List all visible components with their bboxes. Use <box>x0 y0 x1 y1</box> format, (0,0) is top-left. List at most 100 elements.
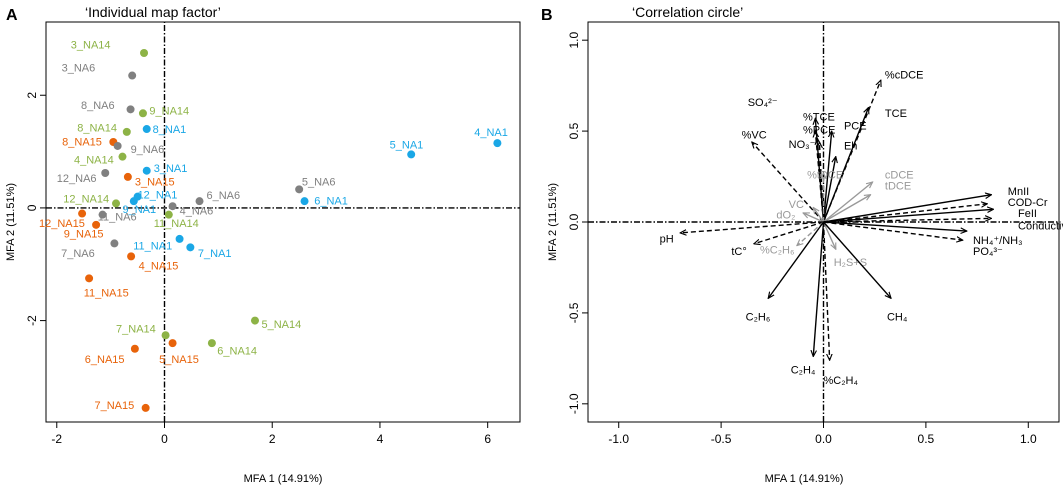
b-vector-arrow <box>822 221 892 298</box>
b-xtick-label: 1.0 <box>1020 432 1037 446</box>
a-point <box>122 127 131 136</box>
a-point-label: 8_NA1 <box>153 124 187 136</box>
b-vector-label: Eh <box>844 141 857 153</box>
a-xtick-label: 0 <box>161 432 168 446</box>
a-point <box>142 125 151 134</box>
a-point-label: 12_NA15 <box>39 218 85 230</box>
panel-a-label: A <box>6 7 18 24</box>
b-vector-label: %C₂H₆ <box>760 244 794 256</box>
b-vector-label: SO₄²⁻ <box>748 97 778 109</box>
panel-b: B ‘Correlation circle’ -1.0 -0.5 0.0 0.5 1.0… <box>541 4 1063 485</box>
a-point <box>78 209 87 218</box>
a-point <box>129 197 138 206</box>
a-point-label: 4_NA15 <box>139 260 179 272</box>
a-point-label: 6_NA1 <box>314 196 348 208</box>
a-point <box>123 172 132 181</box>
a-point-label: 9_NA6 <box>131 144 165 156</box>
a-point <box>130 344 139 353</box>
a-point <box>85 274 94 283</box>
b-vector-label: tDCE <box>885 181 911 193</box>
b-vector-label: NH₄⁺/NH₃ <box>973 235 1023 247</box>
b-xtick-label: 0.5 <box>918 432 935 446</box>
b-vector-label: TCE <box>885 108 907 120</box>
a-point <box>207 339 216 348</box>
b-vector-label: tC° <box>731 246 746 258</box>
a-point <box>168 202 177 211</box>
b-ytick-label: -0.5 <box>567 302 581 323</box>
a-ytick-label: 0 <box>25 204 39 211</box>
b-vector-label: H₂S+S <box>834 257 867 269</box>
b-vector-label: CH₄ <box>887 312 908 324</box>
a-point-label: 5_NA15 <box>159 354 199 366</box>
b-vector-label: C₂H₄ <box>791 364 816 376</box>
b-vector-label: Conductivity <box>1018 221 1063 233</box>
b-vector-arrow <box>823 209 994 223</box>
b-vector-arrow <box>822 221 837 249</box>
b-ytick-label: 0.0 <box>567 213 581 230</box>
b-vector-arrow <box>823 195 871 223</box>
b-xtick-label: -0.5 <box>711 432 732 446</box>
a-ytick-label: 2 <box>25 92 39 99</box>
a-point-label: 6_NA14 <box>217 345 257 357</box>
b-vector-label: %VC <box>742 130 767 142</box>
b-ytick-label: 0.5 <box>567 122 581 139</box>
b-vector-arrow <box>768 221 825 298</box>
a-point <box>142 166 151 175</box>
a-point-label: 11_NA6 <box>98 211 137 223</box>
a-point <box>195 197 204 206</box>
a-point <box>493 139 502 148</box>
b-vector-arrow <box>813 221 825 357</box>
b-vector-label: %cDCE <box>885 70 924 82</box>
b-vector-label: %PCE <box>803 124 835 136</box>
b-xtick-label: -1.0 <box>608 432 629 446</box>
a-point-label: 9_NA15 <box>64 228 104 240</box>
b-vector-arrow <box>822 131 832 223</box>
a-xtick-label: 4 <box>377 432 384 446</box>
b-vector-label: %C₂H₄ <box>824 375 859 387</box>
a-point <box>250 316 259 325</box>
panel-a-ylabel: MFA 2 (11.51%) <box>5 183 17 261</box>
b-ytick-label: -1.0 <box>567 393 581 414</box>
a-point-label: 7_NA6 <box>61 248 95 260</box>
a-point <box>98 210 107 219</box>
b-vector-arrow <box>752 142 825 223</box>
b-vector-arrow <box>754 221 824 244</box>
b-vector-label: PCE <box>844 121 867 133</box>
a-point-label: 4_NA1 <box>474 127 508 139</box>
b-vector-label: C₂H₆ <box>746 312 771 324</box>
b-vector-label: pH <box>660 233 674 245</box>
a-point-label: 5_NA1 <box>390 139 424 151</box>
a-xtick-label: 6 <box>484 432 491 446</box>
a-point <box>112 199 121 208</box>
a-point <box>110 239 119 248</box>
a-point-label: 3_NA15 <box>135 176 175 188</box>
a-point <box>141 403 150 412</box>
panel-b-title: ‘Correlation circle’ <box>632 4 743 20</box>
a-point-label: 6_NA6 <box>207 190 241 202</box>
a-point-label: 3_NA14 <box>71 40 111 52</box>
a-point <box>168 339 177 348</box>
a-point-label: 7_NA14 <box>116 323 156 335</box>
panel-b-xlabel: MFA 1 (14.91%) <box>765 473 844 485</box>
a-point-label: 6_NA15 <box>85 354 125 366</box>
b-vector-label: COD-Cr <box>1008 197 1048 209</box>
a-point-label: 12_NA14 <box>63 193 109 205</box>
a-point <box>113 141 122 150</box>
a-point <box>138 109 147 118</box>
panel-a-xlabel: MFA 1 (14.91%) <box>244 473 323 485</box>
a-point-label: 8_NA6 <box>81 100 115 112</box>
b-vector-label: NO₃⁻ <box>789 139 816 151</box>
a-point-label: 12_NA1 <box>138 189 178 201</box>
panel-a-plot-frame <box>45 21 521 423</box>
a-point-label: 8_NA15 <box>62 136 102 148</box>
panel-b-ylabel: MFA 2 (11.51%) <box>547 183 559 261</box>
b-vector-arrow <box>819 142 825 223</box>
b-vector-arrow <box>822 221 830 360</box>
a-point <box>140 48 149 57</box>
a-point-label: 7_NA15 <box>94 400 134 412</box>
a-point <box>118 152 127 161</box>
a-point-label: 11_NA14 <box>154 218 199 230</box>
a-point <box>407 150 416 159</box>
b-vector-arrow <box>823 221 967 231</box>
